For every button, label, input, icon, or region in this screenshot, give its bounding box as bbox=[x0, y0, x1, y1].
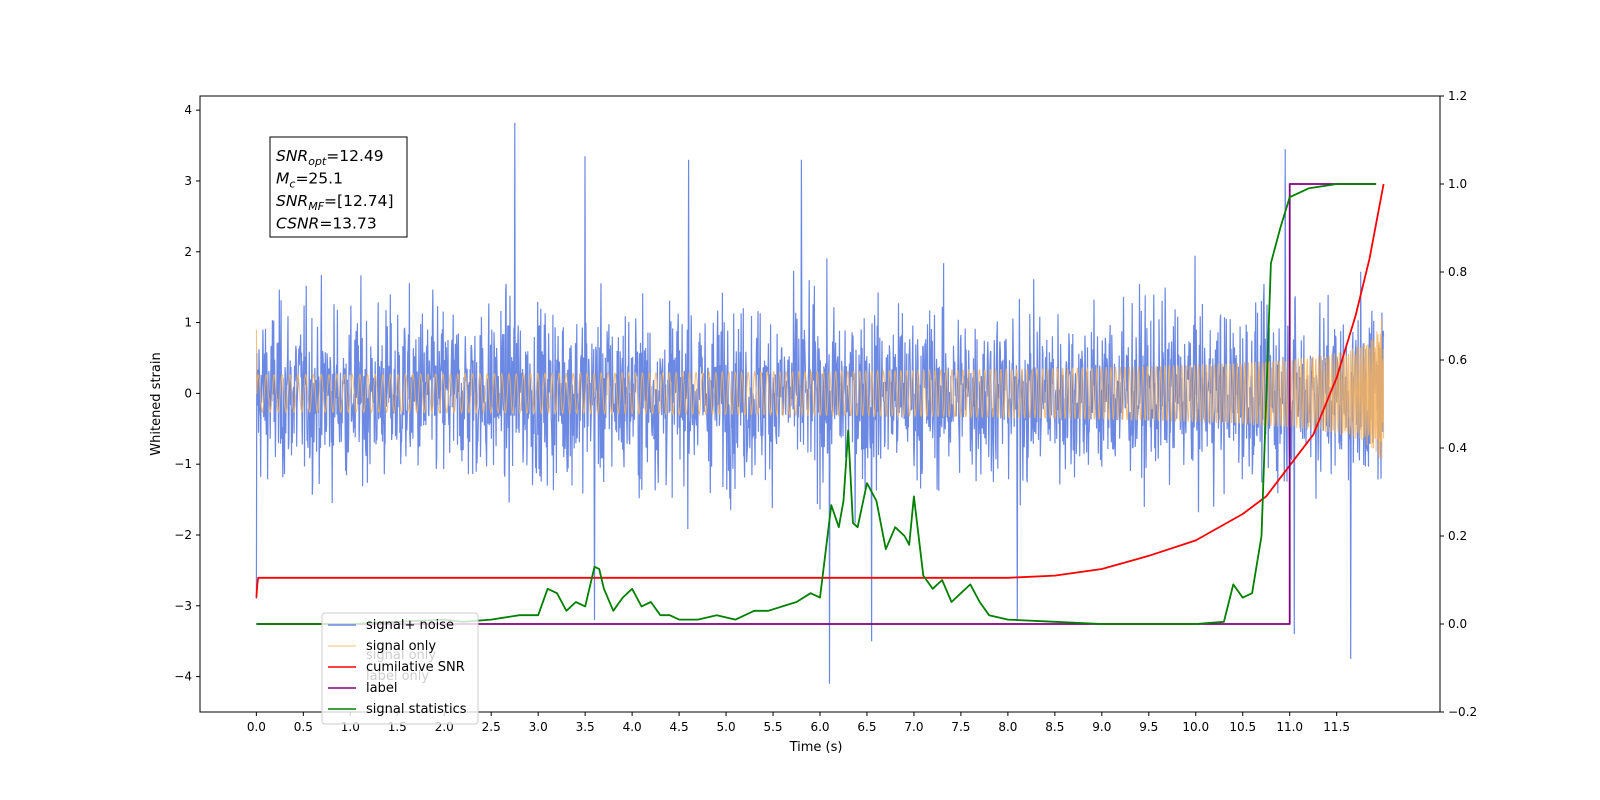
legend-label: cumilative SNR bbox=[366, 660, 465, 675]
x-tick-label: 0.5 bbox=[294, 720, 313, 734]
y-tick-label-left: 3 bbox=[184, 174, 192, 188]
y-tick-label-left: 0 bbox=[184, 386, 192, 400]
y-tick-label-right: 0.6 bbox=[1448, 353, 1467, 367]
plot-area bbox=[255, 122, 1385, 684]
x-tick-label: 11.0 bbox=[1276, 720, 1303, 734]
y-axis-right: 1.2 1.0 0.8 0.6 0.4 0.2 0.0 −0.2 bbox=[1440, 89, 1477, 719]
x-tick-label: 10.0 bbox=[1182, 720, 1209, 734]
legend: signal onlylabel onlysignal+ noisesignal… bbox=[321, 612, 479, 725]
y-tick-label-left: 2 bbox=[184, 245, 192, 259]
x-tick-label: 8.0 bbox=[998, 720, 1017, 734]
x-tick-label: 6.0 bbox=[810, 720, 829, 734]
series-cumilative-snr bbox=[255, 183, 1385, 598]
x-tick-label: 7.5 bbox=[951, 720, 970, 734]
x-tick-label: 9.0 bbox=[1092, 720, 1111, 734]
y-tick-label-right: 0.0 bbox=[1448, 617, 1467, 631]
y-tick-label-left: −3 bbox=[174, 599, 192, 613]
annotation-line: SNRMF=[12.74] bbox=[276, 192, 394, 213]
y-tick-label-left: 1 bbox=[184, 316, 192, 330]
x-tick-label: 4.0 bbox=[623, 720, 642, 734]
series-signal-only bbox=[255, 318, 1385, 460]
y-tick-label-right: −0.2 bbox=[1448, 705, 1477, 719]
legend-label: signal only bbox=[366, 639, 436, 654]
x-axis-label: Time (s) bbox=[789, 740, 843, 755]
y-tick-label-left: 4 bbox=[184, 103, 192, 117]
x-tick-label: 5.5 bbox=[763, 720, 782, 734]
x-axis: 0.0 0.5 1.0 1.5 2.0 2.5 3.0 3.5 4.0 4.5 5.0 5.5 6.0 6… bbox=[247, 712, 1350, 734]
x-tick-label: 2.5 bbox=[482, 720, 501, 734]
y-axis-left: 4 3 2 1 0 −1 −2 −3 −4 bbox=[174, 103, 200, 684]
x-tick-label: 3.0 bbox=[529, 720, 548, 734]
x-tick-label: 6.5 bbox=[857, 720, 876, 734]
legend-box bbox=[321, 612, 479, 725]
series-signal-statistics bbox=[256, 183, 1377, 625]
legend-label: signal statistics bbox=[366, 702, 467, 717]
x-tick-label: 3.5 bbox=[576, 720, 595, 734]
x-tick-label: 11.5 bbox=[1323, 720, 1350, 734]
y-tick-label-right: 1.0 bbox=[1448, 177, 1467, 191]
annotation-line: Mc=25.1 bbox=[276, 170, 343, 191]
x-tick-label: 9.5 bbox=[1139, 720, 1158, 734]
y-tick-label-left: −4 bbox=[174, 670, 192, 684]
x-tick-label: 8.5 bbox=[1045, 720, 1064, 734]
y-tick-label-right: 0.4 bbox=[1448, 441, 1467, 455]
x-tick-label: 7.0 bbox=[904, 720, 923, 734]
y-tick-label-right: 1.2 bbox=[1448, 89, 1467, 103]
y-tick-label-left: −2 bbox=[174, 528, 192, 542]
y-tick-label-left: −1 bbox=[174, 457, 192, 471]
legend-label: label bbox=[366, 681, 397, 696]
y-tick-label-right: 0.2 bbox=[1448, 529, 1467, 543]
x-tick-label: 4.5 bbox=[670, 720, 689, 734]
annotation-line: SNRopt=12.49 bbox=[276, 147, 384, 168]
y-tick-label-right: 0.8 bbox=[1448, 265, 1467, 279]
legend-label: signal+ noise bbox=[366, 618, 454, 633]
y-axis-label: Whitened strain bbox=[149, 352, 164, 455]
x-tick-label: 5.0 bbox=[717, 720, 736, 734]
x-tick-label: 0.0 bbox=[247, 720, 266, 734]
annotation-line: CSNR=13.73 bbox=[276, 215, 377, 233]
x-tick-label: 10.5 bbox=[1229, 720, 1256, 734]
